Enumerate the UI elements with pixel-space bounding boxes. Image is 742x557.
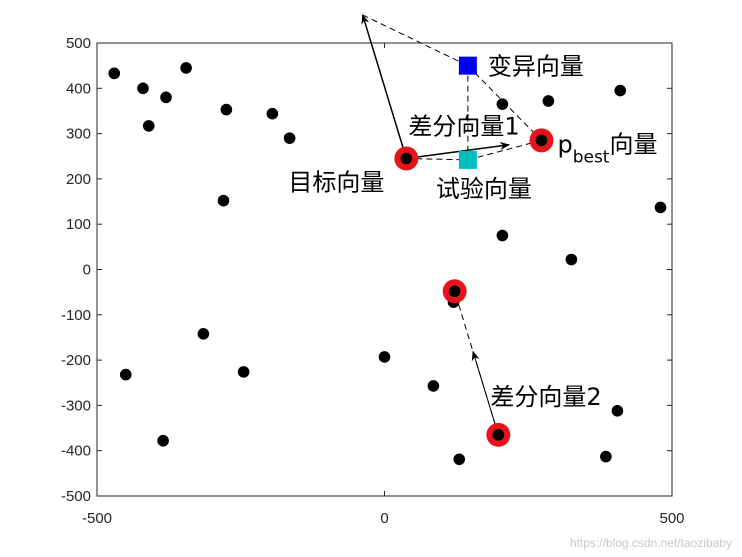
y-tick-label: 400 xyxy=(66,80,91,97)
population-point xyxy=(614,84,627,97)
population-points xyxy=(108,62,667,466)
population-point xyxy=(217,194,230,207)
y-tick-label: -500 xyxy=(61,488,91,505)
y-tick-label: -300 xyxy=(61,397,91,414)
trial-vector-marker xyxy=(458,150,477,169)
population-point xyxy=(142,120,155,132)
population-point xyxy=(160,91,172,104)
population-point xyxy=(378,351,391,363)
population-point xyxy=(119,368,132,381)
guide-trial-to-best xyxy=(467,139,542,161)
population-point xyxy=(542,95,555,107)
population-point xyxy=(453,453,466,466)
difference-vector-2-label: 差分向量2 xyxy=(490,383,601,411)
population-point xyxy=(600,450,612,463)
difference-vector-arrows xyxy=(361,13,511,435)
population-point xyxy=(237,366,250,378)
difference-vector-2-arrow xyxy=(471,350,499,435)
population-point xyxy=(654,201,667,214)
y-tick-label: 100 xyxy=(66,216,91,233)
population-point xyxy=(220,103,233,116)
population-point xyxy=(283,132,296,144)
difference-vector-1-arrow xyxy=(406,141,511,160)
y-tick-label: 0 xyxy=(83,262,91,279)
y-tick-label: -100 xyxy=(61,307,91,324)
population-point xyxy=(266,107,279,120)
y-tick-label: 200 xyxy=(66,171,91,188)
highlighted-vector-point xyxy=(400,152,413,165)
population-point xyxy=(108,67,121,80)
special-vectors xyxy=(394,56,554,447)
watermark-text: https://blog.csdn.net/taozibaby xyxy=(570,536,732,550)
mutant-vector-label: 变异向量 xyxy=(488,53,584,81)
y-tick-label: -400 xyxy=(61,443,91,460)
y-tick-label: 500 xyxy=(66,35,91,52)
population-point xyxy=(611,405,624,417)
highlighted-vector-point xyxy=(492,429,505,441)
x-tick-label: -500 xyxy=(82,510,112,527)
population-point xyxy=(565,253,578,266)
highlighted-vector-point xyxy=(448,285,461,298)
trial-vector-label: 试验向量 xyxy=(436,175,532,203)
population-point xyxy=(496,229,509,242)
plot-area xyxy=(96,42,673,497)
population-point xyxy=(197,328,210,340)
highlighted-vector-point xyxy=(535,134,548,147)
axis-ticks: -500 -400 -300 -200 -100 0 100 200 300 400 500 -500… xyxy=(61,35,685,527)
mutant-vector-marker xyxy=(458,56,477,75)
y-tick-label: 300 xyxy=(66,126,91,143)
difference-vector-2-copy-arrow xyxy=(361,13,408,159)
population-point xyxy=(137,82,149,95)
x-tick-label: 0 xyxy=(380,510,388,527)
pbest-vector-label: pbest向量 xyxy=(557,130,657,167)
population-point xyxy=(427,380,440,392)
y-tick-label: -200 xyxy=(61,352,91,369)
target-vector-label: 目标向量 xyxy=(288,169,384,197)
population-point xyxy=(180,62,192,74)
x-tick-label: 500 xyxy=(659,510,684,527)
population-point xyxy=(157,434,169,447)
population-point xyxy=(496,98,509,110)
difference-vector-1-label: 差分向量1 xyxy=(408,113,519,141)
